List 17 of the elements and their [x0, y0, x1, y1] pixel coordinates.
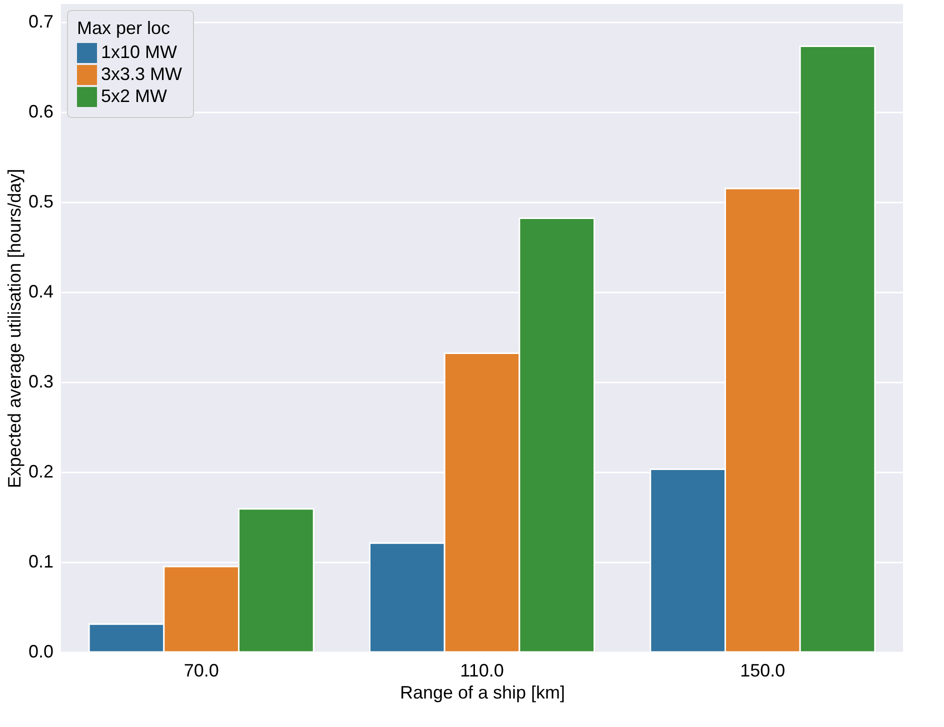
y-tick-label: 0.5 [28, 192, 54, 212]
y-tick-label: 0.2 [28, 462, 54, 482]
x-tick-label: 70.0 [184, 660, 219, 680]
legend-label: 3x3.3 MW [101, 64, 182, 84]
x-axis-title: Range of a ship [km] [400, 682, 566, 702]
legend-label: 1x10 MW [101, 42, 178, 62]
y-tick-label: 0.4 [28, 282, 54, 302]
y-tick-label: 0.0 [28, 642, 54, 662]
x-tick-label: 110.0 [460, 660, 504, 680]
y-tick-label: 0.1 [28, 552, 54, 572]
x-tick-label: 150.0 [740, 660, 786, 680]
legend-label: 5x2 MW [101, 86, 168, 106]
legend-title: Max per loc [77, 18, 170, 38]
y-tick-label: 0.6 [28, 102, 54, 122]
y-axis-title: Expected average utilisation [hours/day] [4, 168, 24, 488]
y-tick-label: 0.3 [28, 372, 54, 392]
y-tick-label: 0.7 [28, 12, 54, 32]
